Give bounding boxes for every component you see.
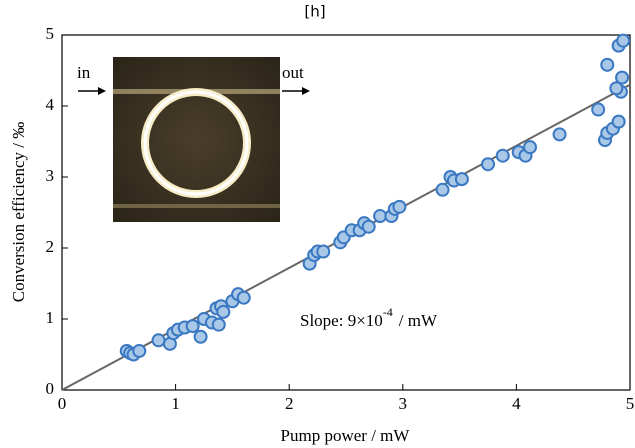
x-tick-label: 0 <box>58 394 67 413</box>
data-point <box>193 329 208 344</box>
data-point <box>361 219 376 234</box>
data-point <box>211 317 226 332</box>
x-tick-label: 5 <box>626 394 635 413</box>
data-point <box>316 244 331 259</box>
in-label: in <box>77 63 91 82</box>
x-tick-label: 3 <box>399 394 408 413</box>
arrow-head <box>98 87 106 95</box>
data-point <box>185 319 200 334</box>
annotation-unit: / mW <box>399 311 438 330</box>
data-point <box>373 209 388 224</box>
data-point <box>132 343 147 358</box>
plot-frame <box>61 34 631 391</box>
data-point <box>216 304 231 319</box>
data-point <box>236 290 251 305</box>
data-point <box>151 333 166 348</box>
data-point <box>481 157 495 172</box>
x-tick-label: 4 <box>512 394 521 413</box>
annotation-exponent: -4 <box>383 305 393 319</box>
data-point <box>611 114 626 129</box>
data-point <box>600 57 615 72</box>
data-point <box>591 102 606 117</box>
y-tick-label: 1 <box>46 308 55 327</box>
data-point <box>392 199 407 214</box>
data-point <box>495 148 510 163</box>
data-point <box>435 182 450 197</box>
x-tick-label: 2 <box>285 394 294 413</box>
data-point <box>523 140 538 155</box>
y-tick-label: 4 <box>46 95 55 114</box>
data-point <box>615 70 630 85</box>
arrow-head <box>302 87 310 95</box>
y-tick-label: 0 <box>46 379 55 398</box>
x-tick-label: 1 <box>171 394 180 413</box>
data-point <box>609 81 624 96</box>
y-tick-label: 5 <box>46 24 55 43</box>
annotation: Slope: 9×10-4 / mW <box>300 305 438 330</box>
y-tick-label: 2 <box>46 237 55 256</box>
ring-core <box>143 90 249 196</box>
annotation-text: Slope: 9×10 <box>300 311 383 330</box>
out-label: out <box>282 63 304 82</box>
data-point <box>454 172 469 187</box>
y-axis-label: Conversion efficiency / ‰ <box>9 122 28 303</box>
data-point <box>616 33 631 48</box>
x-axis-label: Pump power / mW <box>281 426 411 445</box>
y-tick-label: 3 <box>46 166 55 185</box>
data-point <box>552 127 567 142</box>
inset: in out <box>77 57 310 222</box>
chart-title: [h] <box>304 3 325 21</box>
waveguide <box>113 204 280 208</box>
